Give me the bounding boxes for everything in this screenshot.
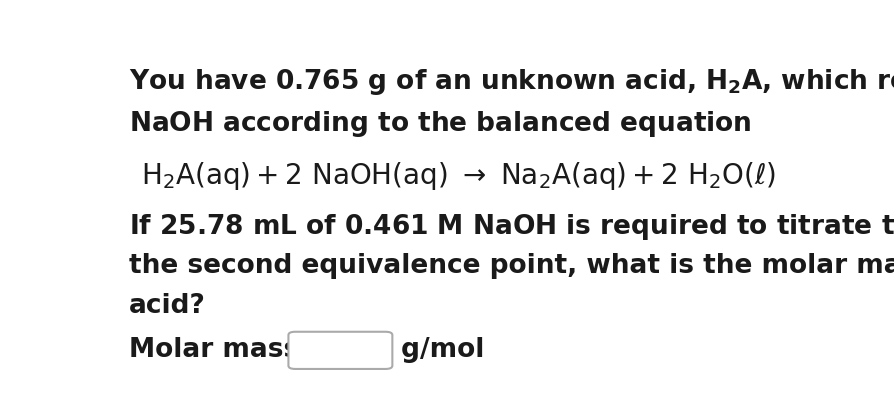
Text: If 25.78 mL of 0.461 M $\mathbf{NaOH}$ is required to titrate the acid to: If 25.78 mL of 0.461 M $\mathbf{NaOH}$ i… (129, 212, 894, 242)
Text: $\mathrm{H_2A(aq) + 2\ NaOH(aq)\ \rightarrow \ Na_2A(aq) + 2\ H_2O(}\mathit{\ell: $\mathrm{H_2A(aq) + 2\ NaOH(aq)\ \righta… (140, 160, 776, 192)
Text: acid?: acid? (129, 293, 206, 319)
Text: the second equivalence point, what is the molar mass of the: the second equivalence point, what is th… (129, 252, 894, 278)
Text: $\mathbf{NaOH}$ according to the balanced equation: $\mathbf{NaOH}$ according to the balance… (129, 109, 752, 139)
Text: You have 0.765 g of an unknown acid, $\mathbf{H_2A}$, which reacts with: You have 0.765 g of an unknown acid, $\m… (129, 66, 894, 97)
FancyBboxPatch shape (289, 332, 392, 369)
Text: Molar mass =: Molar mass = (129, 336, 340, 362)
Text: g/mol: g/mol (392, 336, 485, 362)
